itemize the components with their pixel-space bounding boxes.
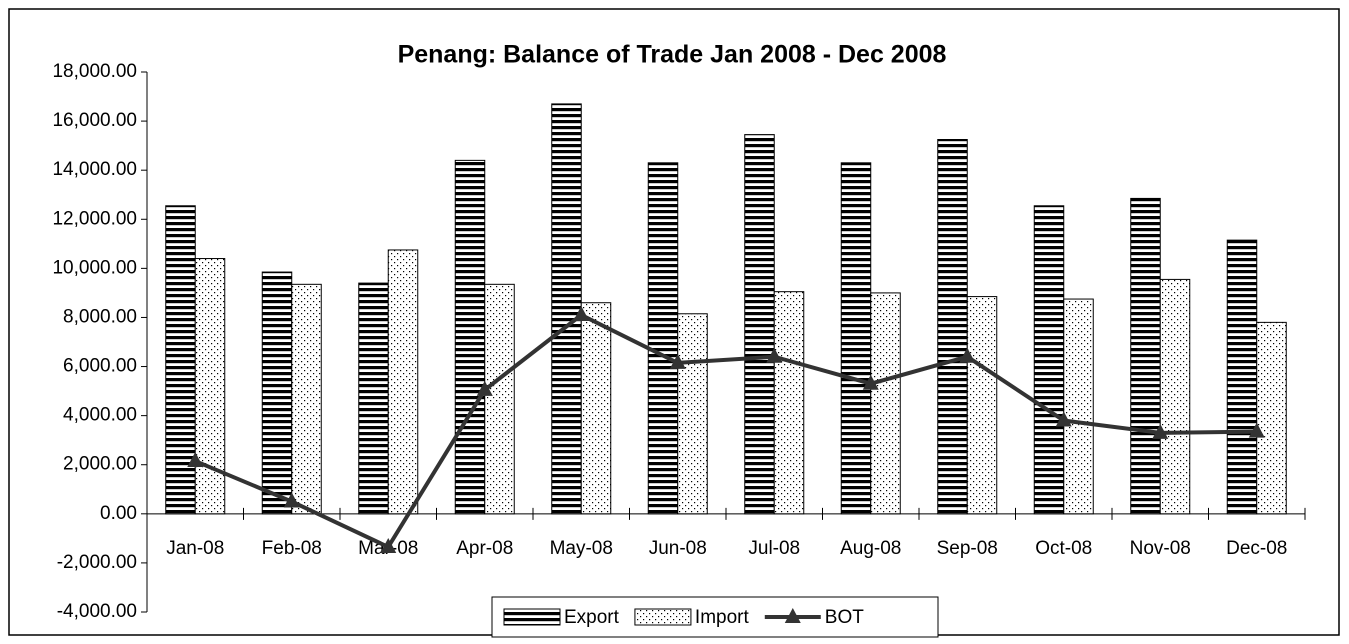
y-tick-label: 14,000.00 xyxy=(52,159,137,180)
x-tick-label: Oct-08 xyxy=(1035,538,1092,559)
legend-box xyxy=(491,596,939,638)
bar xyxy=(358,282,389,515)
legend-swatch xyxy=(503,608,561,626)
bar xyxy=(744,134,775,515)
y-tick-label: 18,000.00 xyxy=(52,61,137,82)
bar xyxy=(194,258,226,515)
bar xyxy=(484,283,515,515)
x-tick-label: Apr-08 xyxy=(456,538,513,559)
marker xyxy=(1248,422,1265,438)
x-tick-label: Aug-08 xyxy=(840,538,901,559)
bar xyxy=(1033,205,1065,515)
marker xyxy=(862,374,879,390)
x-tick-label: Jan-08 xyxy=(166,538,224,559)
marker xyxy=(380,537,397,553)
marker xyxy=(283,492,300,508)
y-tick-label: 2,000.00 xyxy=(63,454,137,475)
y-tick-label: 10,000.00 xyxy=(52,257,137,278)
line xyxy=(194,312,1257,550)
x-tick-label: Nov-08 xyxy=(1130,538,1191,559)
x-tick-label: Jul-08 xyxy=(748,538,800,559)
marker xyxy=(766,347,783,363)
marker xyxy=(187,452,204,468)
bar xyxy=(1159,278,1191,515)
legend: Export Import BOT xyxy=(491,596,939,638)
bar xyxy=(647,162,679,515)
marker xyxy=(1152,423,1169,439)
legend-label: BOT xyxy=(825,607,864,628)
y-tick-label: -4,000.00 xyxy=(57,601,137,622)
bar xyxy=(454,159,486,515)
bar xyxy=(870,292,901,515)
bar xyxy=(1256,321,1287,515)
marker xyxy=(1055,411,1072,427)
bar xyxy=(387,249,419,515)
bar xyxy=(291,283,322,515)
y-tick-label: 16,000.00 xyxy=(52,110,137,131)
legend-marker xyxy=(784,608,801,623)
marker xyxy=(476,380,493,396)
bar xyxy=(1063,298,1094,515)
legend-swatch xyxy=(634,608,692,626)
y-tick-label: 0.00 xyxy=(100,503,137,524)
y-tick-label: 12,000.00 xyxy=(52,208,137,229)
bar xyxy=(773,291,805,515)
marker xyxy=(573,306,590,321)
bar xyxy=(840,162,872,515)
bar xyxy=(966,296,998,515)
y-tick-label: 8,000.00 xyxy=(63,306,137,327)
x-tick-label: Jun-08 xyxy=(649,538,707,559)
x-tick-label: Dec-08 xyxy=(1226,538,1287,559)
chart-title: Penang: Balance of Trade Jan 2008 - Dec … xyxy=(398,41,947,69)
bar xyxy=(937,139,968,515)
y-tick-label: 6,000.00 xyxy=(63,356,137,377)
bar xyxy=(1130,197,1161,515)
bar xyxy=(580,302,612,515)
x-tick-label: Feb-08 xyxy=(262,538,322,559)
x-tick-label: May-08 xyxy=(550,538,613,559)
marker xyxy=(959,347,976,363)
bar xyxy=(1226,239,1258,515)
y-tick-label: -2,000.00 xyxy=(57,552,137,573)
legend-label: Export xyxy=(564,607,620,628)
bar xyxy=(261,271,293,515)
bar xyxy=(551,103,582,515)
y-tick-label: 4,000.00 xyxy=(63,405,137,426)
marker xyxy=(669,353,686,369)
bar xyxy=(677,313,708,515)
bar xyxy=(165,205,196,515)
legend-label: Import xyxy=(695,607,750,628)
x-tick-label: Sep-08 xyxy=(937,538,998,559)
